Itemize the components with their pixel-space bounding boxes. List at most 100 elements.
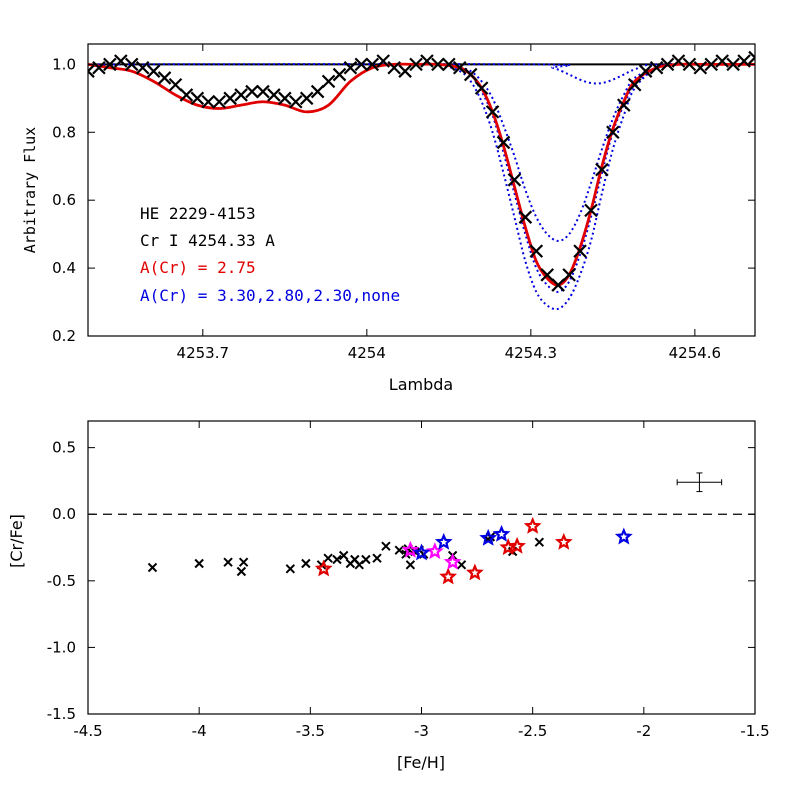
observed-flux-point bbox=[343, 60, 358, 75]
observed-flux-point bbox=[278, 91, 292, 106]
observed-flux-point bbox=[463, 67, 478, 82]
observed-flux-point bbox=[573, 244, 587, 258]
observed-flux-point bbox=[332, 67, 347, 82]
abundance-x-tick-label: -4 bbox=[192, 722, 207, 740]
observed-flux-point bbox=[507, 173, 522, 187]
observed-flux-point bbox=[135, 60, 150, 75]
observed-flux-point bbox=[442, 57, 456, 72]
observed-flux-point bbox=[299, 91, 314, 106]
observed-flux-point bbox=[595, 162, 609, 177]
sample-star-point bbox=[443, 552, 462, 570]
observed-flux-point bbox=[485, 105, 500, 119]
observed-flux-point bbox=[201, 94, 216, 109]
annotation-comparison-fits: A(Cr) = 3.30,2.80,2.30,none bbox=[140, 286, 400, 305]
observed-flux-point bbox=[551, 278, 565, 292]
literature-star-point bbox=[361, 554, 371, 565]
observed-flux-point bbox=[496, 135, 511, 150]
observed-flux-point bbox=[584, 203, 598, 218]
sample-star-point bbox=[554, 532, 573, 550]
literature-star-point bbox=[338, 550, 349, 561]
flux-y-axis-title: Arbitrary Flux bbox=[21, 127, 39, 253]
observed-flux-point bbox=[288, 94, 303, 109]
observed-flux-point bbox=[179, 88, 194, 102]
observed-flux-point bbox=[223, 91, 237, 106]
flux-ticks: 4253.7 4254 4254.3 4254.6 0.2 0.4 0.6 0.8 1.0 bbox=[52, 44, 755, 362]
literature-star-point bbox=[223, 557, 233, 567]
observed-flux-point bbox=[540, 268, 555, 282]
literature-star-point bbox=[236, 566, 247, 577]
abundance-y-tick-label: -0.5 bbox=[47, 572, 76, 590]
observed-flux-point bbox=[321, 74, 336, 89]
observed-flux-point bbox=[310, 84, 325, 99]
abundance-frame bbox=[87, 420, 756, 715]
flux-x-tick-label: 4254.3 bbox=[505, 344, 558, 362]
sample-star-point bbox=[439, 567, 458, 585]
observed-flux-point bbox=[671, 54, 686, 68]
observed-flux-point bbox=[267, 88, 281, 102]
observed-flux-point bbox=[212, 94, 226, 109]
flux-frame bbox=[87, 43, 756, 337]
sample-star-point bbox=[465, 563, 484, 581]
observed-flux-point bbox=[737, 54, 751, 68]
observed-flux-point bbox=[114, 54, 128, 68]
abundance-x-tick-label: -1.5 bbox=[740, 722, 769, 740]
observed-flux-point bbox=[748, 50, 755, 65]
flux-plot-area bbox=[88, 50, 755, 311]
observed-flux-point bbox=[409, 57, 423, 72]
observed-flux-point bbox=[649, 60, 664, 75]
observed-flux-point bbox=[715, 54, 729, 68]
flux-y-tick-label: 0.8 bbox=[52, 123, 76, 141]
literature-star-point bbox=[238, 557, 249, 567]
abundance-y-tick-label: -1.0 bbox=[47, 638, 76, 656]
sample-star-point bbox=[523, 516, 542, 534]
flux-x-tick-label: 4253.7 bbox=[177, 344, 230, 362]
literature-star-point bbox=[323, 553, 333, 563]
flux-x-tick-label: 4254.6 bbox=[669, 344, 722, 362]
observed-flux-point bbox=[474, 81, 489, 95]
sample-star-point bbox=[425, 542, 444, 560]
abundance-y-tick-label: -1.5 bbox=[47, 705, 76, 723]
sample-star-point bbox=[614, 527, 633, 545]
observed-flux-point bbox=[638, 64, 653, 78]
observed-flux-point bbox=[365, 57, 380, 72]
observed-flux-point bbox=[452, 60, 467, 75]
observed-flux-point bbox=[420, 54, 434, 68]
observed-flux-point bbox=[256, 84, 270, 99]
observed-flux-point bbox=[682, 57, 697, 72]
observed-flux-point bbox=[431, 57, 445, 72]
abundance-x-tick-label: -2 bbox=[636, 722, 651, 740]
flux-x-tick-label: 4254 bbox=[348, 344, 386, 362]
observed-flux-point bbox=[660, 57, 675, 72]
observed-flux-point bbox=[726, 57, 740, 72]
observed-flux-point bbox=[704, 57, 719, 72]
literature-star-point bbox=[285, 564, 296, 574]
annotation-best-fit: A(Cr) = 2.75 bbox=[140, 258, 256, 277]
annotation-star-name: HE 2229-4153 bbox=[140, 204, 256, 223]
flux-annotations: HE 2229-4153 Cr I 4254.33 A A(Cr) = 2.75… bbox=[140, 204, 400, 305]
observed-flux-point bbox=[354, 57, 369, 72]
abundance-y-tick-label: 0.5 bbox=[52, 439, 76, 457]
observed-flux-point bbox=[157, 71, 172, 85]
flux-y-tick-label: 1.0 bbox=[52, 55, 76, 73]
abundance-y-tick-label: 0.0 bbox=[52, 505, 76, 523]
observed-flux-point bbox=[387, 60, 401, 75]
literature-star-point bbox=[456, 560, 467, 570]
abundance-x-tick-label: -3.5 bbox=[296, 722, 325, 740]
sample-star-point bbox=[314, 559, 333, 577]
abundance-x-tick-label: -4.5 bbox=[73, 722, 102, 740]
sample-star-point bbox=[492, 524, 511, 542]
observed-flux-point bbox=[606, 125, 620, 140]
flux-y-tick-label: 0.4 bbox=[52, 259, 76, 277]
sample-star-point bbox=[412, 543, 431, 561]
observed-flux-point bbox=[190, 91, 205, 106]
literature-star-point bbox=[147, 562, 158, 573]
literature-star-point bbox=[372, 553, 382, 563]
observed-flux-point bbox=[245, 84, 259, 99]
abundance-plot-area bbox=[88, 472, 755, 585]
abundance-x-tick-label: -3 bbox=[414, 722, 429, 740]
literature-star-point bbox=[301, 558, 311, 569]
abundance-y-axis-title: [Cr/Fe] bbox=[7, 514, 26, 568]
literature-star-point bbox=[405, 560, 416, 570]
flux-y-tick-label: 0.2 bbox=[52, 327, 76, 345]
